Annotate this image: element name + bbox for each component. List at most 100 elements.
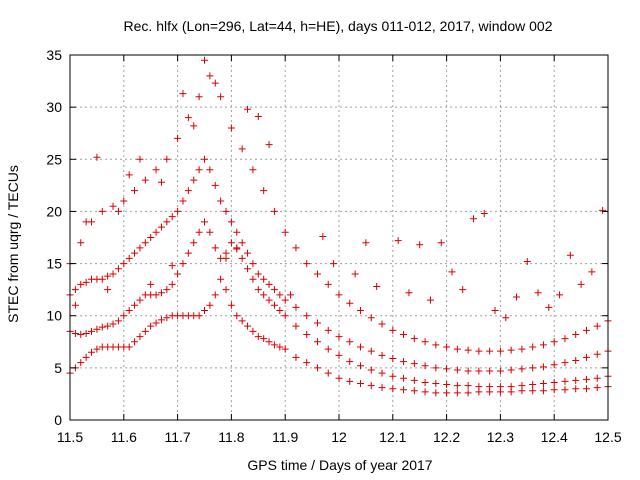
data-point xyxy=(249,260,257,268)
data-point xyxy=(125,171,133,179)
data-point xyxy=(448,268,456,276)
data-point xyxy=(486,367,494,375)
data-point xyxy=(244,322,252,330)
data-point xyxy=(335,351,343,359)
data-point xyxy=(443,389,451,397)
data-point xyxy=(577,280,585,288)
data-point xyxy=(486,347,494,355)
data-point xyxy=(367,366,375,374)
data-point xyxy=(513,293,521,301)
data-point xyxy=(389,385,397,393)
data-point xyxy=(582,375,590,383)
data-point xyxy=(109,270,117,278)
data-point xyxy=(378,384,386,392)
data-point xyxy=(400,386,408,394)
data-point xyxy=(346,299,354,307)
data-point xyxy=(373,283,381,291)
data-point xyxy=(367,347,375,355)
data-point xyxy=(184,114,192,122)
data-point xyxy=(276,291,284,299)
data-point xyxy=(98,275,106,283)
data-point xyxy=(464,382,472,390)
data-point xyxy=(572,357,580,365)
data-point xyxy=(313,338,321,346)
data-point xyxy=(529,364,537,372)
data-point xyxy=(453,389,461,397)
x-tick-label: 12 xyxy=(331,429,347,445)
data-point xyxy=(357,343,365,351)
x-tick-label: 12.5 xyxy=(594,429,621,445)
y-tick-label: 20 xyxy=(46,203,62,219)
data-point xyxy=(470,215,477,223)
data-point xyxy=(292,244,300,252)
data-point xyxy=(201,56,208,64)
data-point xyxy=(260,275,268,283)
data-point xyxy=(491,307,499,314)
data-point xyxy=(319,232,327,240)
data-point xyxy=(389,326,397,334)
data-point xyxy=(518,345,526,353)
data-point xyxy=(201,218,208,226)
data-point xyxy=(104,272,112,280)
data-point xyxy=(195,312,203,320)
data-point xyxy=(556,291,564,299)
data-point xyxy=(206,166,214,174)
data-point xyxy=(157,223,165,231)
grid xyxy=(70,55,608,420)
data-point xyxy=(147,234,155,241)
data-point xyxy=(534,289,542,297)
data-point xyxy=(281,345,289,353)
data-point xyxy=(582,326,590,334)
data-point xyxy=(303,260,311,268)
data-point xyxy=(410,376,418,384)
data-point xyxy=(98,323,106,331)
y-tick-labels: 0 5 10 15 20 25 30 35 xyxy=(46,47,62,428)
data-point xyxy=(93,153,101,161)
data-point xyxy=(410,387,418,395)
data-point xyxy=(561,359,569,367)
data-point xyxy=(152,228,160,236)
data-point xyxy=(394,237,402,245)
data-point xyxy=(367,314,375,322)
data-point xyxy=(330,260,338,268)
data-point xyxy=(93,345,101,353)
data-point xyxy=(400,374,408,382)
data-point xyxy=(238,317,246,325)
data-point xyxy=(539,341,547,349)
data-point xyxy=(276,343,284,351)
data-point xyxy=(324,369,332,377)
data-point xyxy=(174,207,182,215)
data-point xyxy=(539,380,547,387)
data-point xyxy=(496,367,504,375)
data-point xyxy=(244,265,252,273)
data-point xyxy=(201,307,208,314)
data-point xyxy=(222,286,230,294)
data-point xyxy=(523,257,531,265)
data-point xyxy=(114,207,122,215)
data-point xyxy=(179,260,187,268)
data-point xyxy=(287,291,295,299)
data-point xyxy=(125,343,133,351)
data-point xyxy=(561,377,569,385)
data-point xyxy=(206,228,214,236)
data-point xyxy=(357,307,365,314)
data-point xyxy=(432,341,440,349)
data-point xyxy=(211,79,219,87)
data-point xyxy=(195,228,203,236)
data-point xyxy=(346,358,354,366)
data-point xyxy=(550,361,558,369)
data-point xyxy=(163,155,171,163)
data-point xyxy=(168,213,176,221)
data-point xyxy=(233,228,241,236)
data-point xyxy=(416,241,424,249)
data-point xyxy=(313,364,321,372)
data-point xyxy=(453,366,461,374)
data-point xyxy=(593,350,601,358)
data-point xyxy=(88,327,96,335)
data-point xyxy=(496,383,504,391)
data-point xyxy=(157,178,165,186)
data-point xyxy=(249,327,257,335)
data-point xyxy=(593,374,601,382)
data-point xyxy=(147,280,155,288)
data-point xyxy=(421,378,429,386)
